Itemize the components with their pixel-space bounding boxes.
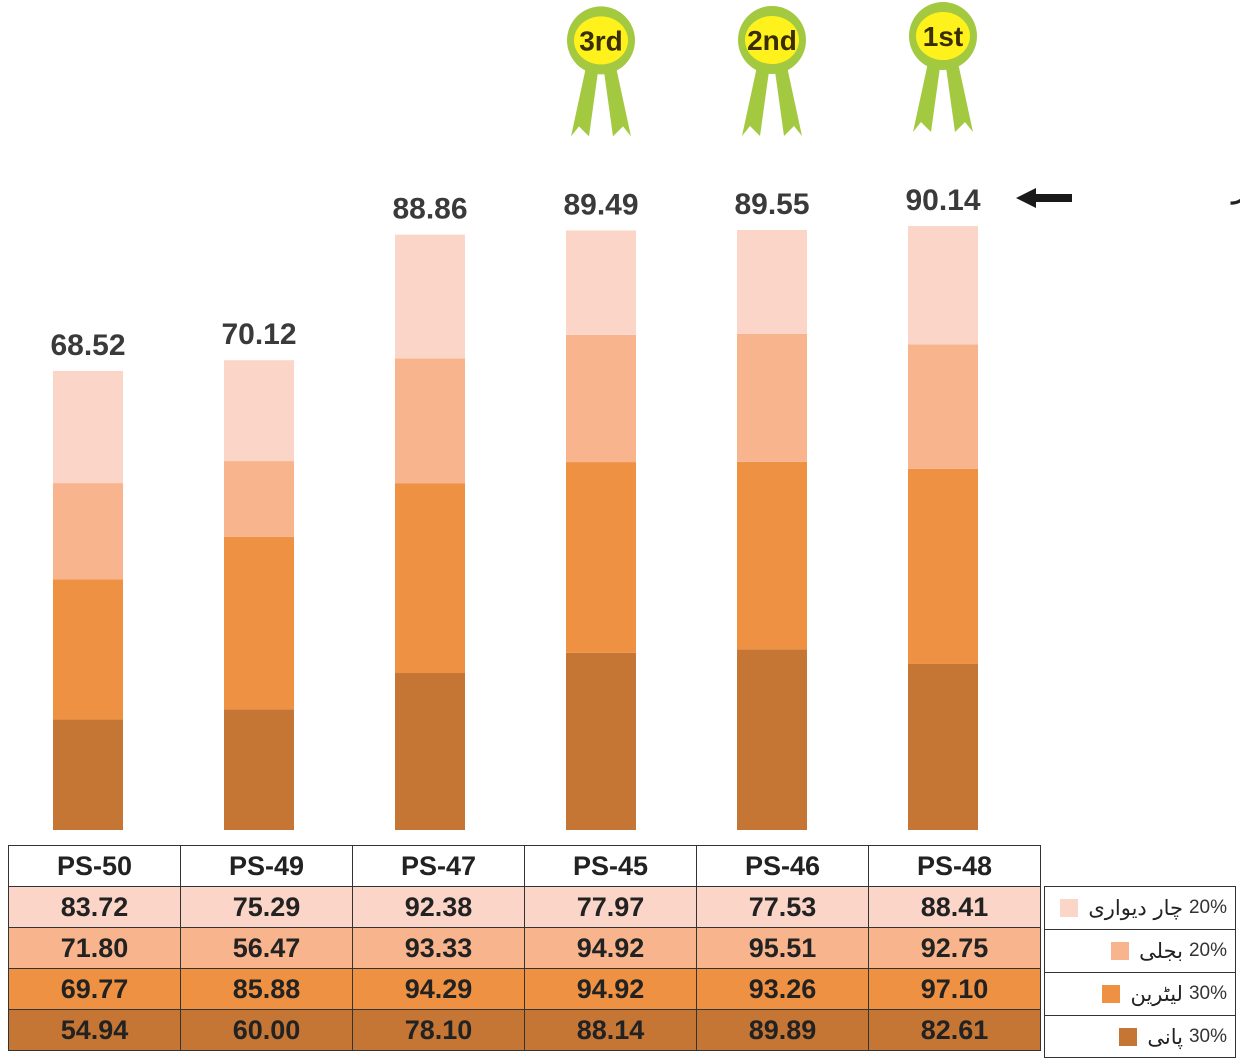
legend-swatch — [1102, 985, 1121, 1003]
table-cell: 94.29 — [352, 968, 525, 1010]
legend-swatch — [1060, 899, 1079, 917]
table-cell: 69.77 — [8, 968, 181, 1010]
bar-segment-ps-45-2 — [566, 334, 636, 463]
legend-label: بجلی — [1139, 939, 1183, 963]
table-cell: 71.80 — [8, 927, 181, 969]
bar-segment-ps-49-0 — [224, 709, 294, 830]
legend-swatch — [1111, 942, 1130, 960]
table-row: 71.80 56.47 93.33 94.92 95.51 92.75 — [8, 927, 1041, 969]
medal-1st-icon: 1st — [909, 2, 977, 133]
bar-segment-ps-47-0 — [395, 673, 465, 830]
legend: چار دیواری 20% بجلی 20% لیٹرین 30% پانی 30% — [1044, 886, 1236, 1058]
bar-segment-ps-49-1 — [224, 536, 294, 710]
legend-label: چار دیواری — [1088, 896, 1183, 920]
table-cell: 54.94 — [8, 1009, 181, 1051]
bar-segment-ps-50-1 — [53, 579, 123, 720]
table-cell: 83.72 — [8, 886, 181, 928]
total-label-ps-49: 70.12 — [221, 318, 296, 351]
table-cell: 89.89 — [696, 1009, 869, 1051]
arrow-left-icon — [1016, 188, 1072, 208]
total-label-ps-46: 89.55 — [734, 188, 809, 221]
score-annotation: سکول سکور — [1016, 164, 1240, 208]
table-cell: 77.97 — [524, 886, 697, 928]
table-cell: 93.26 — [696, 968, 869, 1010]
total-label-ps-50: 68.52 — [50, 329, 125, 362]
bar-segment-ps-46-3 — [737, 230, 807, 334]
table-cell: 85.88 — [180, 968, 353, 1010]
legend-item: چار دیواری 20% — [1044, 886, 1236, 929]
table-row: 83.72 75.29 92.38 77.97 77.53 88.41 — [8, 886, 1041, 928]
total-label-ps-48: 90.14 — [905, 184, 980, 217]
data-table: PS-50 PS-49 PS-47 PS-45 PS-46 PS-48 83.72 75.29… — [8, 845, 1041, 1051]
medal-3rd-icon: 3rd — [567, 6, 635, 137]
bar-segment-ps-49-3 — [224, 360, 294, 462]
table-cell: 94.92 — [524, 968, 697, 1010]
total-label-ps-45: 89.49 — [563, 188, 638, 221]
legend-weight: 20% — [1188, 897, 1227, 918]
bar-segment-ps-46-0 — [737, 649, 807, 830]
bar-segment-ps-48-1 — [908, 468, 978, 664]
totals-layer: 68.52 70.12 88.86 89.49 89.55 90.14 — [50, 184, 980, 362]
bar-segment-ps-47-3 — [395, 234, 465, 359]
column-header: PS-49 — [180, 845, 353, 887]
bar-segment-ps-46-1 — [737, 461, 807, 650]
medal-2nd-icon: 2nd — [738, 6, 806, 137]
column-header: PS-46 — [696, 845, 869, 887]
legend-swatch — [1119, 1027, 1138, 1046]
stacked-bar-chart: 68.52 70.12 88.86 89.49 89.55 90.14 3rd 2nd 1st… — [50, 2, 1240, 830]
column-header: PS-45 — [524, 845, 697, 887]
medal-label: 3rd — [579, 25, 623, 56]
bar-segment-ps-46-2 — [737, 333, 807, 462]
score-caption: سکول سکور — [1230, 164, 1240, 205]
legend-item: لیٹرین 30% — [1044, 972, 1236, 1015]
bar-segment-ps-45-1 — [566, 462, 636, 653]
table-cell: 92.75 — [868, 927, 1041, 969]
table-row: 69.77 85.88 94.29 94.92 93.26 97.10 — [8, 968, 1041, 1010]
column-header: PS-50 — [8, 845, 181, 887]
bar-segment-ps-49-2 — [224, 461, 294, 537]
bar-segment-ps-48-2 — [908, 344, 978, 469]
column-header: PS-48 — [868, 845, 1041, 887]
bar-segment-ps-45-0 — [566, 652, 636, 830]
table-cell: 97.10 — [868, 968, 1041, 1010]
table-row: 54.94 60.00 78.10 88.14 89.89 82.61 — [8, 1009, 1041, 1051]
bar-segment-ps-47-1 — [395, 483, 465, 674]
legend-weight: 30% — [1188, 983, 1227, 1004]
medal-label: 2nd — [747, 25, 797, 56]
legend-label: پانی — [1147, 1024, 1183, 1049]
table-cell: 88.41 — [868, 886, 1041, 928]
bar-segment-ps-48-3 — [908, 226, 978, 345]
legend-item: پانی 30% — [1044, 1015, 1236, 1058]
bars-layer — [53, 226, 978, 830]
table-cell: 78.10 — [352, 1009, 525, 1051]
table-cell: 94.92 — [524, 927, 697, 969]
medal-label: 1st — [923, 21, 963, 52]
table-cell: 75.29 — [180, 886, 353, 928]
bar-segment-ps-50-0 — [53, 719, 123, 830]
table-cell: 77.53 — [696, 886, 869, 928]
table-cell: 95.51 — [696, 927, 869, 969]
table-cell: 92.38 — [352, 886, 525, 928]
legend-item: بجلی 20% — [1044, 929, 1236, 972]
total-label-ps-47: 88.86 — [392, 193, 467, 226]
table-cell: 56.47 — [180, 927, 353, 969]
table-header-row: PS-50 PS-49 PS-47 PS-45 PS-46 PS-48 — [8, 845, 1041, 887]
table-cell: 88.14 — [524, 1009, 697, 1051]
bar-segment-ps-47-2 — [395, 358, 465, 484]
legend-weight: 20% — [1188, 940, 1227, 961]
column-header: PS-47 — [352, 845, 525, 887]
legend-weight: 30% — [1188, 1025, 1227, 1047]
medals-layer: 3rd 2nd 1st — [567, 2, 977, 137]
bar-segment-ps-48-0 — [908, 663, 978, 830]
bar-segment-ps-50-3 — [53, 370, 123, 484]
table-cell: 60.00 — [180, 1009, 353, 1051]
table-cell: 82.61 — [868, 1009, 1041, 1051]
legend-label: لیٹرین — [1130, 982, 1183, 1006]
table-cell: 93.33 — [352, 927, 525, 969]
bar-segment-ps-50-2 — [53, 483, 123, 580]
bar-segment-ps-45-3 — [566, 230, 636, 335]
